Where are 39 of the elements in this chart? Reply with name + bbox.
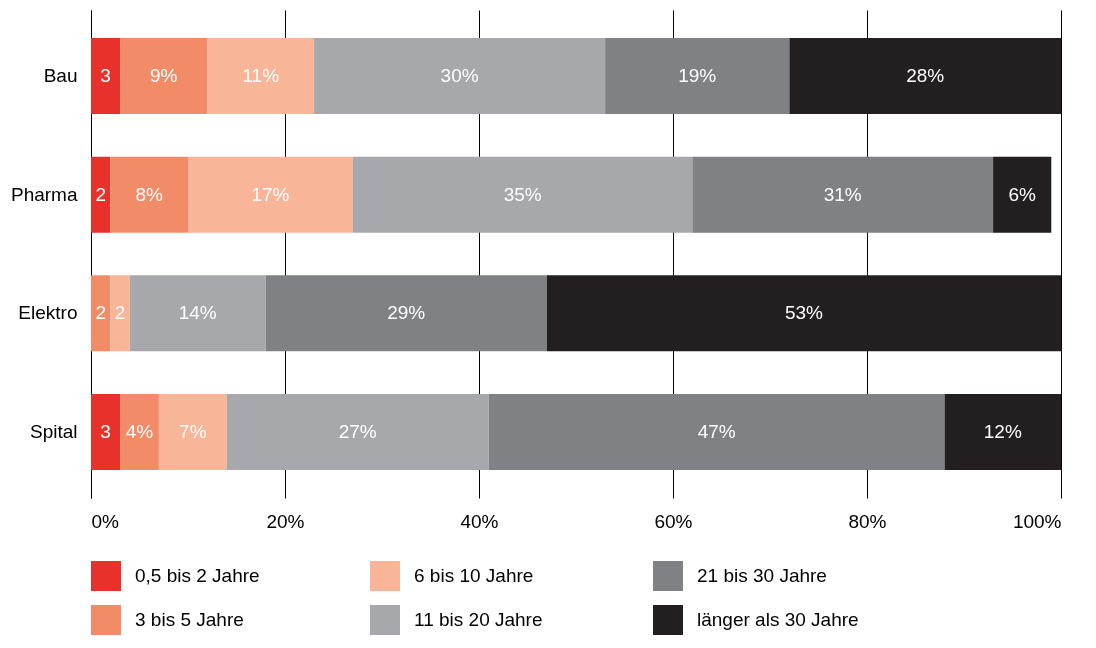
data-label: 47% — [697, 421, 736, 443]
y-tick-label: Pharma — [10, 183, 78, 205]
data-label: 4% — [125, 421, 154, 443]
data-label: 3 — [100, 421, 111, 443]
legend-label: 3 bis 5 Jahre — [135, 609, 244, 630]
data-label: 30% — [440, 64, 479, 86]
data-label: 27% — [338, 421, 377, 443]
y-tick-label: Bau — [43, 64, 78, 86]
data-label: 9% — [150, 64, 178, 86]
data-label: 8% — [135, 183, 164, 205]
x-tick-label: 20% — [266, 510, 305, 532]
data-label: 14% — [178, 302, 217, 324]
legend-label: 0,5 bis 2 Jahre — [135, 565, 260, 586]
data-label: 2 — [95, 302, 106, 324]
data-label: 3 — [100, 64, 111, 86]
data-label: 53% — [784, 302, 824, 324]
data-label: 2 — [114, 302, 126, 324]
y-tick-label: Spital — [29, 421, 78, 443]
data-label: 2 — [95, 183, 106, 205]
data-label: 29% — [387, 302, 426, 324]
data-label: 11% — [242, 64, 280, 86]
legend-label: länger als 30 Jahre — [697, 609, 859, 630]
x-tick-label: 0% — [91, 510, 120, 532]
legend-label: 6 bis 10 Jahre — [414, 565, 534, 586]
data-label: 31% — [823, 183, 862, 205]
data-label: 28% — [906, 64, 945, 86]
y-tick-label: Elektro — [18, 302, 78, 324]
x-tick-label: 80% — [848, 510, 887, 532]
data-label: 6% — [1008, 183, 1037, 205]
x-tick-label: 40% — [460, 510, 499, 532]
data-label: 12% — [983, 421, 1022, 443]
legend-label: 11 bis 20 Jahre — [414, 609, 543, 630]
data-label: 17% — [251, 183, 290, 205]
data-label: 19% — [678, 64, 717, 86]
legend-label: 21 bis 30 Jahre — [697, 565, 827, 586]
x-tick-label: 100% — [1012, 510, 1062, 532]
x-tick-label: 60% — [654, 510, 693, 532]
data-label: 7% — [179, 421, 207, 443]
data-label: 35% — [503, 183, 542, 205]
